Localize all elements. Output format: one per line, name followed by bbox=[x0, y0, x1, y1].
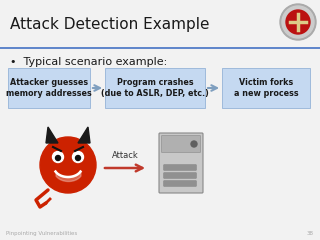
Circle shape bbox=[282, 6, 314, 38]
Circle shape bbox=[191, 141, 197, 147]
Text: Pinpointing Vulnerabilities: Pinpointing Vulnerabilities bbox=[6, 231, 77, 236]
Circle shape bbox=[52, 151, 63, 162]
Circle shape bbox=[286, 10, 310, 34]
Text: Program crashes
(due to ASLR, DEP, etc.): Program crashes (due to ASLR, DEP, etc.) bbox=[101, 78, 209, 98]
Circle shape bbox=[73, 151, 84, 162]
Text: Attack: Attack bbox=[112, 151, 138, 160]
Circle shape bbox=[280, 4, 316, 40]
Text: •  Typical scenario example:: • Typical scenario example: bbox=[10, 57, 167, 67]
Polygon shape bbox=[78, 127, 90, 143]
Text: Victim forks
a new process: Victim forks a new process bbox=[234, 78, 298, 98]
Circle shape bbox=[76, 156, 81, 161]
FancyBboxPatch shape bbox=[164, 181, 196, 186]
Text: 38: 38 bbox=[307, 231, 314, 236]
Polygon shape bbox=[46, 127, 58, 143]
Text: Attack Detection Example: Attack Detection Example bbox=[10, 18, 210, 32]
Circle shape bbox=[55, 156, 60, 161]
FancyBboxPatch shape bbox=[105, 68, 205, 108]
Circle shape bbox=[40, 137, 96, 193]
FancyBboxPatch shape bbox=[159, 133, 203, 193]
FancyBboxPatch shape bbox=[162, 136, 201, 152]
FancyBboxPatch shape bbox=[164, 165, 196, 170]
FancyBboxPatch shape bbox=[222, 68, 310, 108]
FancyBboxPatch shape bbox=[164, 173, 196, 178]
FancyBboxPatch shape bbox=[8, 68, 90, 108]
Text: Attacker guesses
memory addresses: Attacker guesses memory addresses bbox=[6, 78, 92, 98]
